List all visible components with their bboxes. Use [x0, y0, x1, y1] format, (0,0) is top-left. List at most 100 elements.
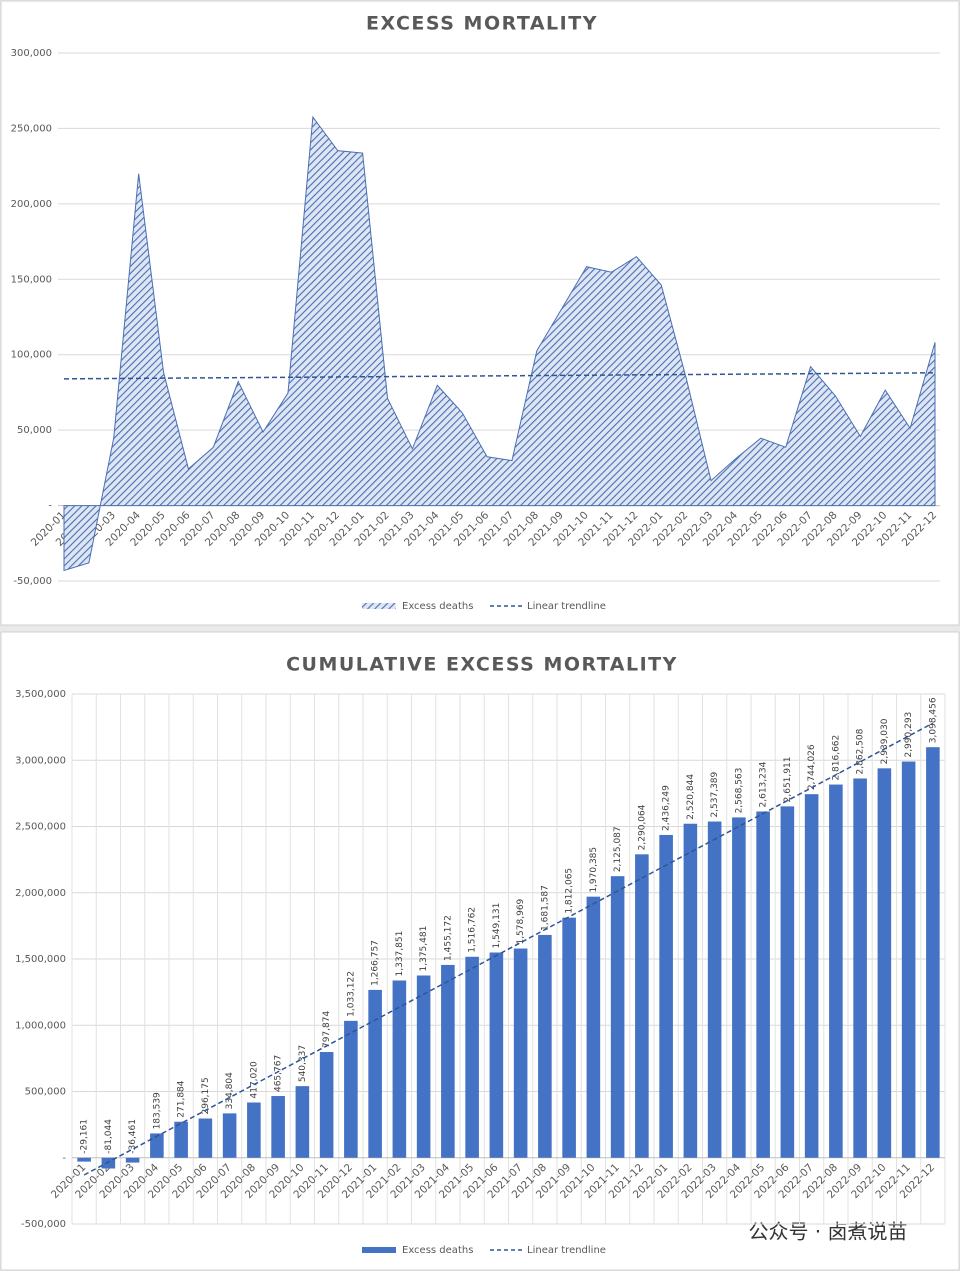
- bar: [707, 821, 722, 1158]
- data-label: 296,175: [201, 1077, 211, 1114]
- data-label: 2,862,508: [856, 728, 866, 774]
- data-label: 1,455,172: [443, 915, 453, 961]
- data-label: -36,461: [128, 1119, 138, 1154]
- data-label: 2,939,030: [880, 718, 890, 764]
- bar: [441, 964, 455, 1158]
- bar: [780, 806, 795, 1158]
- bar: [489, 952, 504, 1158]
- y-tick-label: 1,500,000: [15, 954, 66, 965]
- y-tick-label: -: [48, 501, 52, 512]
- bar: [271, 1096, 285, 1158]
- data-label: 2,290,064: [637, 804, 647, 850]
- data-label: 1,033,122: [346, 971, 356, 1017]
- y-tick-label: -: [62, 1153, 66, 1164]
- legend-swatch: [362, 603, 396, 609]
- data-label: 2,651,911: [783, 757, 793, 803]
- bar: [877, 768, 892, 1158]
- bar: [247, 1102, 261, 1158]
- y-tick-label: 2,500,000: [15, 822, 66, 833]
- data-label: 1,681,587: [540, 885, 550, 931]
- bar: [319, 1052, 334, 1158]
- y-tick-label: 2,000,000: [15, 888, 66, 899]
- bar: [586, 896, 601, 1158]
- data-label: -29,161: [80, 1119, 90, 1154]
- bar: [295, 1086, 310, 1158]
- data-label: 1,337,851: [395, 931, 405, 977]
- bar: [198, 1118, 213, 1158]
- data-label: 540,337: [298, 1045, 308, 1082]
- bar: [659, 834, 673, 1158]
- data-label: 3,098,456: [928, 697, 938, 743]
- bar: [901, 761, 916, 1158]
- data-label: 2,568,563: [734, 768, 744, 814]
- area: [63, 115, 936, 572]
- bar: [368, 989, 382, 1158]
- data-label: 465,767: [274, 1055, 284, 1092]
- data-label: 1,549,131: [492, 903, 502, 949]
- data-label: 1,970,385: [589, 847, 599, 893]
- bar: [635, 854, 649, 1158]
- data-label: 2,613,234: [759, 761, 769, 807]
- y-tick-label: 1,000,000: [15, 1020, 66, 1031]
- data-label: 271,884: [177, 1080, 187, 1117]
- data-label: 2,436,249: [662, 785, 672, 831]
- y-tick-label: 100,000: [11, 350, 52, 361]
- bar: [77, 1157, 91, 1162]
- legend-swatch: [362, 1247, 396, 1253]
- data-label: 2,537,389: [710, 771, 720, 817]
- legend-label: Linear trendline: [527, 1245, 606, 1256]
- bar: [222, 1113, 237, 1158]
- data-label: 2,520,844: [686, 774, 696, 820]
- bar: [804, 794, 819, 1158]
- data-label: 797,874: [322, 1011, 332, 1048]
- bar: [853, 778, 867, 1158]
- trendline: [83, 722, 934, 1176]
- bar: [344, 1020, 358, 1158]
- legend-label: Excess deaths: [402, 1245, 473, 1256]
- data-label: 1,812,065: [565, 868, 575, 914]
- bar: [683, 823, 698, 1158]
- bar: [756, 811, 770, 1158]
- panel: [0, 0, 960, 626]
- data-label: 2,744,026: [807, 744, 817, 790]
- y-tick-label: -500,000: [21, 1219, 66, 1230]
- data-label: 1,516,762: [468, 907, 478, 953]
- legend-label: Excess deaths: [402, 601, 473, 612]
- bar: [538, 934, 552, 1158]
- watermark: 公众号 · 卤煮说苗: [748, 1220, 907, 1244]
- y-tick-label: 250,000: [11, 123, 52, 134]
- data-label: 417,020: [249, 1061, 259, 1098]
- bar: [829, 784, 843, 1158]
- bar: [465, 956, 479, 1158]
- data-label: 1,375,481: [419, 926, 429, 972]
- bar: [125, 1157, 140, 1163]
- bar: [732, 817, 746, 1158]
- y-tick-label: 50,000: [17, 425, 52, 436]
- bar: [150, 1133, 164, 1158]
- bar: [174, 1121, 188, 1158]
- data-label: 1,266,757: [371, 940, 381, 986]
- y-tick-label: 150,000: [11, 274, 52, 285]
- bar: [513, 948, 528, 1158]
- bar: [101, 1157, 116, 1169]
- chart-title: CUMULATIVE EXCESS MORTALITY: [286, 654, 678, 676]
- y-tick-label: -50,000: [13, 576, 52, 587]
- bar: [926, 747, 940, 1158]
- y-tick-label: 3,000,000: [15, 755, 66, 766]
- y-tick-label: 3,500,000: [15, 689, 66, 700]
- bar: [610, 876, 625, 1158]
- data-label: -81,044: [104, 1119, 114, 1154]
- data-label: 2,125,087: [613, 826, 623, 872]
- legend-label: Linear trendline: [527, 601, 606, 612]
- y-tick-label: 500,000: [25, 1087, 66, 1098]
- data-label: 2,990,293: [904, 712, 914, 758]
- bar: [416, 975, 431, 1158]
- y-tick-label: 200,000: [11, 199, 52, 210]
- bar: [562, 917, 576, 1158]
- bar: [392, 980, 407, 1158]
- data-label: 1,578,969: [516, 898, 526, 944]
- chart-title: EXCESS MORTALITY: [366, 13, 598, 35]
- data-label: 334,804: [225, 1072, 235, 1109]
- data-label: 183,539: [152, 1092, 162, 1129]
